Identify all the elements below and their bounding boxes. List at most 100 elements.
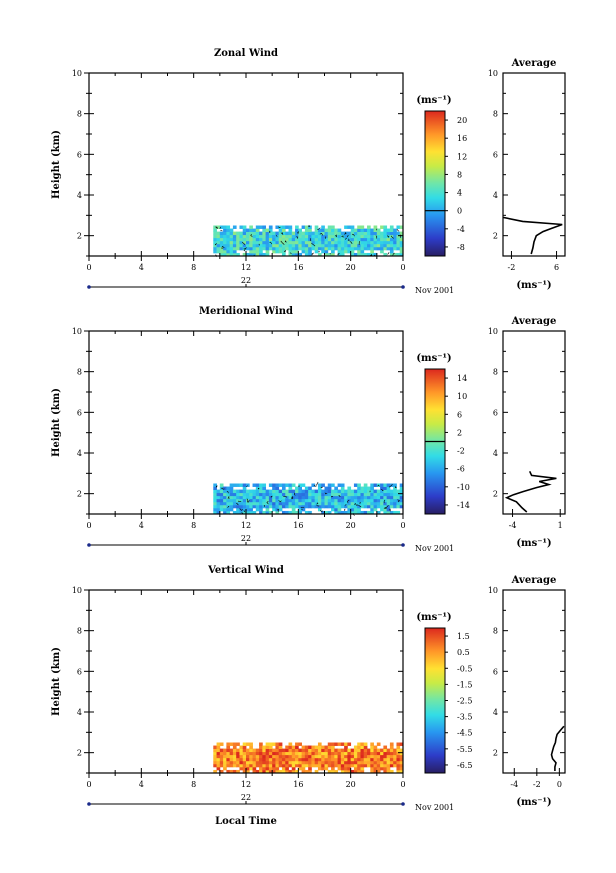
heatmap-cell	[314, 745, 319, 749]
heatmap-cell	[213, 504, 217, 509]
heatmap-cell	[232, 240, 237, 245]
heatmap-cell	[249, 492, 253, 497]
heatmap-cell	[350, 237, 355, 242]
contour-segment	[370, 253, 373, 256]
heatmap-cell	[331, 769, 335, 774]
heatmap-cell	[216, 742, 221, 746]
heatmap-cell	[324, 504, 329, 509]
heatmap-cell	[383, 754, 388, 759]
heatmap-cell	[304, 249, 309, 254]
heatmap-cell	[347, 763, 352, 768]
heatmap-cell	[236, 243, 240, 248]
heatmap-cell	[321, 246, 325, 251]
heatmap-cell	[281, 225, 286, 229]
heatmap-cell	[383, 489, 388, 494]
heatmap-cell	[363, 483, 368, 487]
heatmap-cell	[396, 489, 401, 494]
heatmap-cell	[288, 751, 293, 756]
heatmap-cell	[219, 760, 224, 765]
heatmap-cell	[399, 769, 404, 774]
heatmap-cell	[295, 751, 299, 756]
heatmap-cell	[389, 751, 394, 756]
heatmap-cell	[272, 754, 276, 759]
heatmap-cell	[301, 507, 306, 512]
heatmap-cell	[331, 745, 335, 749]
heatmap-cell	[360, 760, 365, 765]
average-profile-line	[504, 470, 557, 513]
heatmap-cell	[295, 498, 299, 503]
heatmap-cell	[383, 237, 388, 242]
heatmap-cell	[242, 760, 247, 765]
heatmap-cell	[396, 754, 401, 759]
heatmap-cell	[252, 246, 257, 251]
heatmap-cell	[295, 234, 299, 239]
contour-segment	[310, 238, 312, 242]
heatmap-cell	[357, 489, 361, 494]
heatmap-cell	[242, 234, 247, 239]
heatmap-cell	[367, 504, 371, 509]
heatmap-cell	[288, 228, 293, 232]
heatmap-cell	[259, 745, 263, 749]
average-y-tick-label: 10	[488, 586, 498, 595]
heatmap-cell	[363, 501, 368, 506]
heatmap-cell	[399, 249, 404, 254]
average-x-label: (ms⁻¹)	[516, 280, 551, 291]
heatmap-cell	[357, 249, 361, 254]
heatmap-cell	[327, 504, 332, 509]
heatmap-cell	[331, 234, 335, 239]
heatmap-cell	[399, 231, 404, 236]
heatmap-cell	[311, 763, 316, 768]
heatmap-cell	[275, 489, 280, 494]
heatmap-cell	[321, 243, 325, 248]
heatmap-cell	[242, 237, 247, 242]
heatmap-cell	[383, 504, 388, 509]
contour-segment	[377, 484, 380, 487]
heatmap-cell	[344, 745, 348, 749]
heatmap-cell	[236, 234, 240, 239]
heatmap-cell	[295, 495, 299, 500]
heatmap-cell	[337, 249, 342, 254]
heatmap-cell	[249, 751, 253, 756]
heatmap-cell	[347, 742, 352, 746]
heatmap-cell	[331, 231, 335, 236]
heatmap-cell	[376, 234, 381, 239]
heatmap-cell	[314, 492, 319, 497]
heatmap-cell	[314, 769, 319, 774]
heatmap-cell	[259, 492, 263, 497]
heatmap-cell	[370, 249, 374, 254]
heatmap-cell	[383, 766, 388, 771]
heatmap-cell	[259, 489, 263, 494]
heatmap-cell	[334, 489, 338, 494]
heatmap-cell	[324, 501, 329, 506]
heatmap-cell	[213, 510, 217, 515]
heatmap-cell	[298, 748, 302, 753]
heatmap-cell	[226, 760, 231, 765]
chart-title: Meridional Wind	[199, 306, 293, 317]
heatmap-cell	[308, 510, 312, 515]
heatmap-cell	[278, 769, 283, 774]
heatmap-cell	[373, 751, 378, 756]
heatmap-cell	[285, 234, 289, 239]
heatmap-cell	[268, 757, 273, 762]
heatmap-cell	[380, 498, 384, 503]
contour-segment	[316, 502, 319, 505]
heatmap-cell	[291, 234, 296, 239]
heatmap-cell	[281, 748, 286, 753]
heatmap-cell	[331, 243, 335, 248]
heatmap-cell	[370, 498, 374, 503]
heatmap-cell	[262, 228, 267, 232]
heatmap-cell	[272, 240, 276, 245]
heatmap-cell	[291, 751, 296, 756]
heatmap-cell	[376, 240, 381, 245]
heatmap-cell	[259, 751, 263, 756]
heatmap-cell	[239, 243, 244, 248]
heatmap-cell	[314, 495, 319, 500]
heatmap-cell	[236, 742, 240, 746]
heatmap-cell	[314, 234, 319, 239]
heatmap-cell	[357, 252, 361, 257]
heatmap-cell	[285, 501, 289, 506]
heatmap-cell	[360, 501, 365, 506]
heatmap-cell	[353, 240, 358, 245]
heatmap-cell	[229, 228, 234, 232]
heatmap-cell	[242, 483, 247, 487]
